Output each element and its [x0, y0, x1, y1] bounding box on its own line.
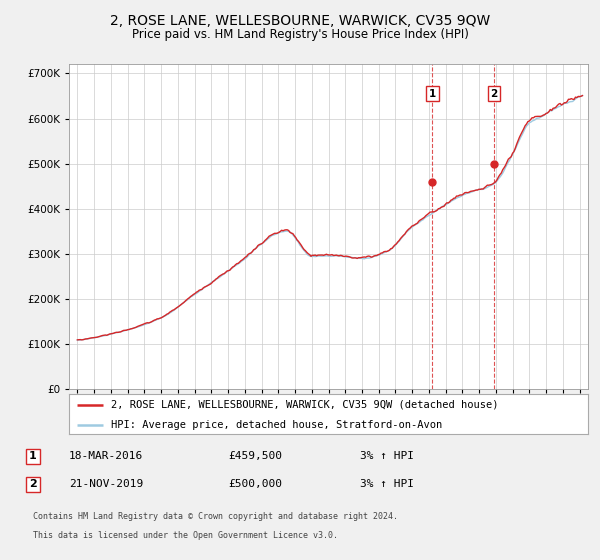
- Text: This data is licensed under the Open Government Licence v3.0.: This data is licensed under the Open Gov…: [33, 531, 338, 540]
- Text: 21-NOV-2019: 21-NOV-2019: [69, 479, 143, 489]
- Text: Contains HM Land Registry data © Crown copyright and database right 2024.: Contains HM Land Registry data © Crown c…: [33, 512, 398, 521]
- Text: 3% ↑ HPI: 3% ↑ HPI: [360, 479, 414, 489]
- Text: 3% ↑ HPI: 3% ↑ HPI: [360, 451, 414, 461]
- Text: 18-MAR-2016: 18-MAR-2016: [69, 451, 143, 461]
- Text: 1: 1: [29, 451, 37, 461]
- Text: 2: 2: [29, 479, 37, 489]
- Text: £500,000: £500,000: [228, 479, 282, 489]
- Text: 2, ROSE LANE, WELLESBOURNE, WARWICK, CV35 9QW (detached house): 2, ROSE LANE, WELLESBOURNE, WARWICK, CV3…: [110, 400, 498, 410]
- Text: HPI: Average price, detached house, Stratford-on-Avon: HPI: Average price, detached house, Stra…: [110, 420, 442, 430]
- Text: 1: 1: [429, 88, 436, 99]
- Text: 2, ROSE LANE, WELLESBOURNE, WARWICK, CV35 9QW: 2, ROSE LANE, WELLESBOURNE, WARWICK, CV3…: [110, 14, 490, 28]
- Text: 2: 2: [490, 88, 498, 99]
- Text: Price paid vs. HM Land Registry's House Price Index (HPI): Price paid vs. HM Land Registry's House …: [131, 28, 469, 41]
- Text: £459,500: £459,500: [228, 451, 282, 461]
